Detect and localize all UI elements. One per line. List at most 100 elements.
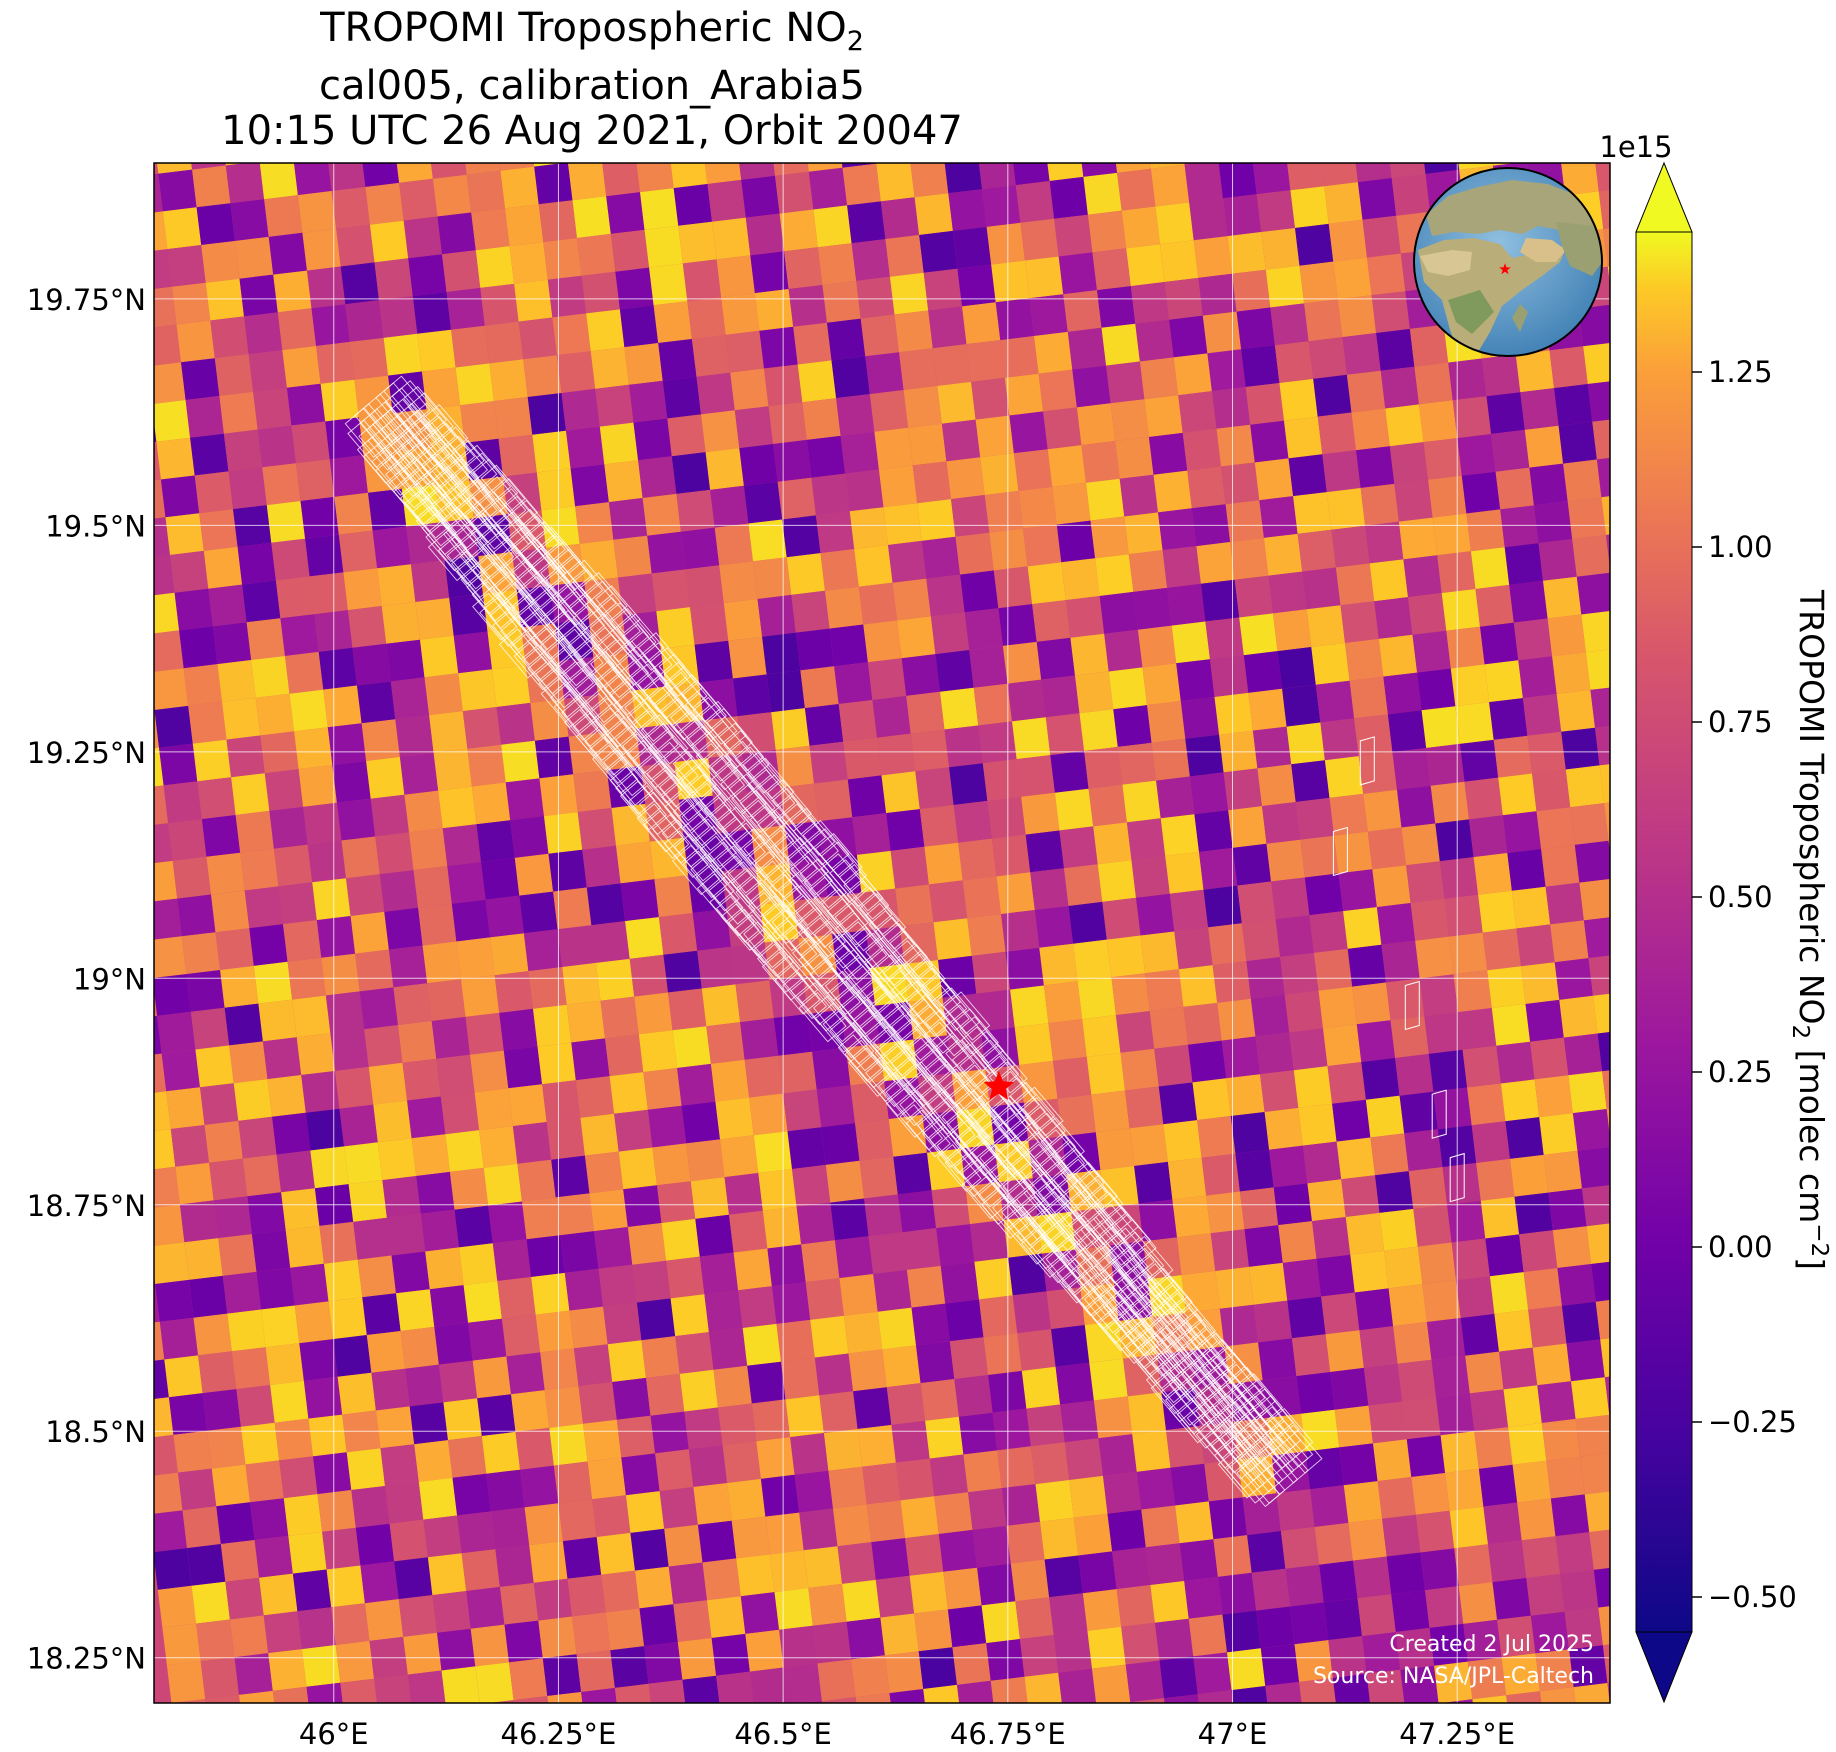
no2-pixel: [1099, 591, 1138, 634]
no2-pixel: [437, 1628, 476, 1671]
no2-pixel: [1072, 365, 1111, 408]
no2-pixel: [508, 1084, 547, 1127]
no2-pixel: [629, 380, 668, 423]
no2-pixel: [1007, 679, 1046, 722]
no2-pixel: [718, 1403, 757, 1446]
no2-pixel: [1193, 236, 1232, 278]
no2-pixel: [705, 448, 744, 490]
no2-pixel: [538, 1616, 577, 1659]
no2-pixel: [1106, 361, 1145, 404]
no2-pixel: [1230, 1112, 1270, 1154]
no2-pixel: [1029, 294, 1068, 336]
no2-pixel: [154, 1273, 156, 1285]
no2-pixel: [328, 1297, 367, 1340]
colorbar-tick-label: 0.50: [1708, 880, 1773, 914]
swath-footprint: [786, 846, 833, 896]
no2-pixel: [154, 441, 161, 481]
no2-pixel: [1410, 898, 1449, 941]
no2-pixel: [1211, 387, 1251, 429]
no2-pixel: [952, 1643, 991, 1685]
no2-pixel: [581, 271, 620, 314]
no2-pixel: [1248, 115, 1286, 157]
no2-pixel: [1250, 994, 1290, 1037]
no2-pixel: [412, 1708, 450, 1750]
no2-pixel: [667, 414, 706, 457]
no2-pixel: [1197, 1690, 1234, 1703]
swath-footprint: [961, 1026, 1007, 1075]
no2-pixel: [399, 752, 439, 795]
no2-pixel: [391, 1251, 430, 1294]
no2-pixel: [1018, 486, 1057, 529]
no2-pixel: [1566, 1339, 1605, 1382]
no2-pixel: [1478, 1464, 1518, 1507]
no2-pixel: [1106, 935, 1146, 978]
no2-pixel: [381, 602, 420, 644]
no2-pixel: [1499, 1347, 1538, 1390]
no2-pixel: [724, 1173, 763, 1215]
swath-footprint: [686, 725, 732, 774]
no2-pixel: [179, 1200, 219, 1243]
no2-pixel: [1592, 419, 1610, 460]
no2-pixel: [154, 1359, 169, 1400]
no2-pixel: [1376, 328, 1415, 371]
no2-pixel: [1053, 1630, 1092, 1673]
no2-pixel: [317, 1490, 356, 1532]
no2-pixel: [1419, 974, 1458, 1017]
no2-pixel: [196, 203, 235, 245]
no2-pixel: [1254, 458, 1294, 501]
swath-footprint: [880, 1044, 928, 1094]
no2-pixel: [261, 1305, 300, 1348]
no2-pixel: [216, 1502, 255, 1544]
no2-pixel: [213, 1196, 252, 1239]
no2-pixel: [1354, 1288, 1394, 1331]
no2-pixel: [1247, 1531, 1286, 1573]
map-area[interactable]: Created 2 Jul 2025 Source: NASA/JPL-Calt…: [101, 107, 1719, 1752]
no2-pixel: [610, 1646, 649, 1688]
no2-pixel: [246, 618, 285, 660]
no2-pixel: [154, 1242, 189, 1284]
no2-pixel: [154, 823, 173, 864]
no2-pixel: [424, 673, 463, 716]
no2-pixel: [771, 1282, 811, 1324]
no2-pixel: [1036, 637, 1075, 680]
no2-pixel: [1061, 558, 1100, 601]
no2-pixel: [1413, 1204, 1452, 1247]
no2-pixel: [1391, 174, 1430, 216]
no2-pixel: [1098, 1434, 1137, 1476]
no2-pixel: [1604, 1376, 1610, 1415]
no2-pixel: [1199, 847, 1238, 890]
no2-pixel: [1543, 576, 1582, 619]
swath-footprint: [553, 693, 599, 741]
no2-pixel: [1431, 1355, 1470, 1398]
no2-pixel: [1180, 697, 1220, 739]
no2-pixel: [849, 507, 888, 549]
swath-footprint: [595, 585, 641, 634]
no2-pixel: [432, 174, 472, 217]
swath-footprint: [550, 684, 596, 733]
no2-pixel: [629, 954, 668, 997]
no2-pixel: [1205, 617, 1244, 660]
no2-pixel: [285, 651, 324, 694]
no2-pixel: [801, 1240, 840, 1283]
no2-pixel: [1189, 198, 1228, 241]
no2-pixel: [103, 1133, 141, 1175]
no2-pixel: [939, 114, 977, 156]
no2-pixel: [211, 890, 250, 933]
no2-pixel: [1435, 819, 1474, 862]
no2-pixel: [544, 812, 583, 854]
no2-pixel: [1510, 1154, 1549, 1197]
lat-axis: 18.25°N18.5°N18.75°N19°N19.25°N19.5°N19.…: [27, 283, 146, 1676]
no2-pixel: [735, 980, 774, 1023]
no2-pixel: [805, 1278, 844, 1320]
no2-pixel: [1077, 977, 1116, 1020]
no2-pixel: [187, 1544, 226, 1586]
no2-pixel: [371, 1368, 410, 1411]
no2-pixel: [1184, 1576, 1223, 1619]
no2-pixel: [790, 1433, 829, 1475]
no2-pixel: [934, 1492, 973, 1534]
no2-pixel: [639, 1604, 678, 1647]
no2-pixel: [982, 185, 1021, 227]
swath-footprint: [539, 630, 587, 681]
no2-pixel: [1312, 1217, 1351, 1259]
no2-pixel: [1341, 1175, 1380, 1217]
